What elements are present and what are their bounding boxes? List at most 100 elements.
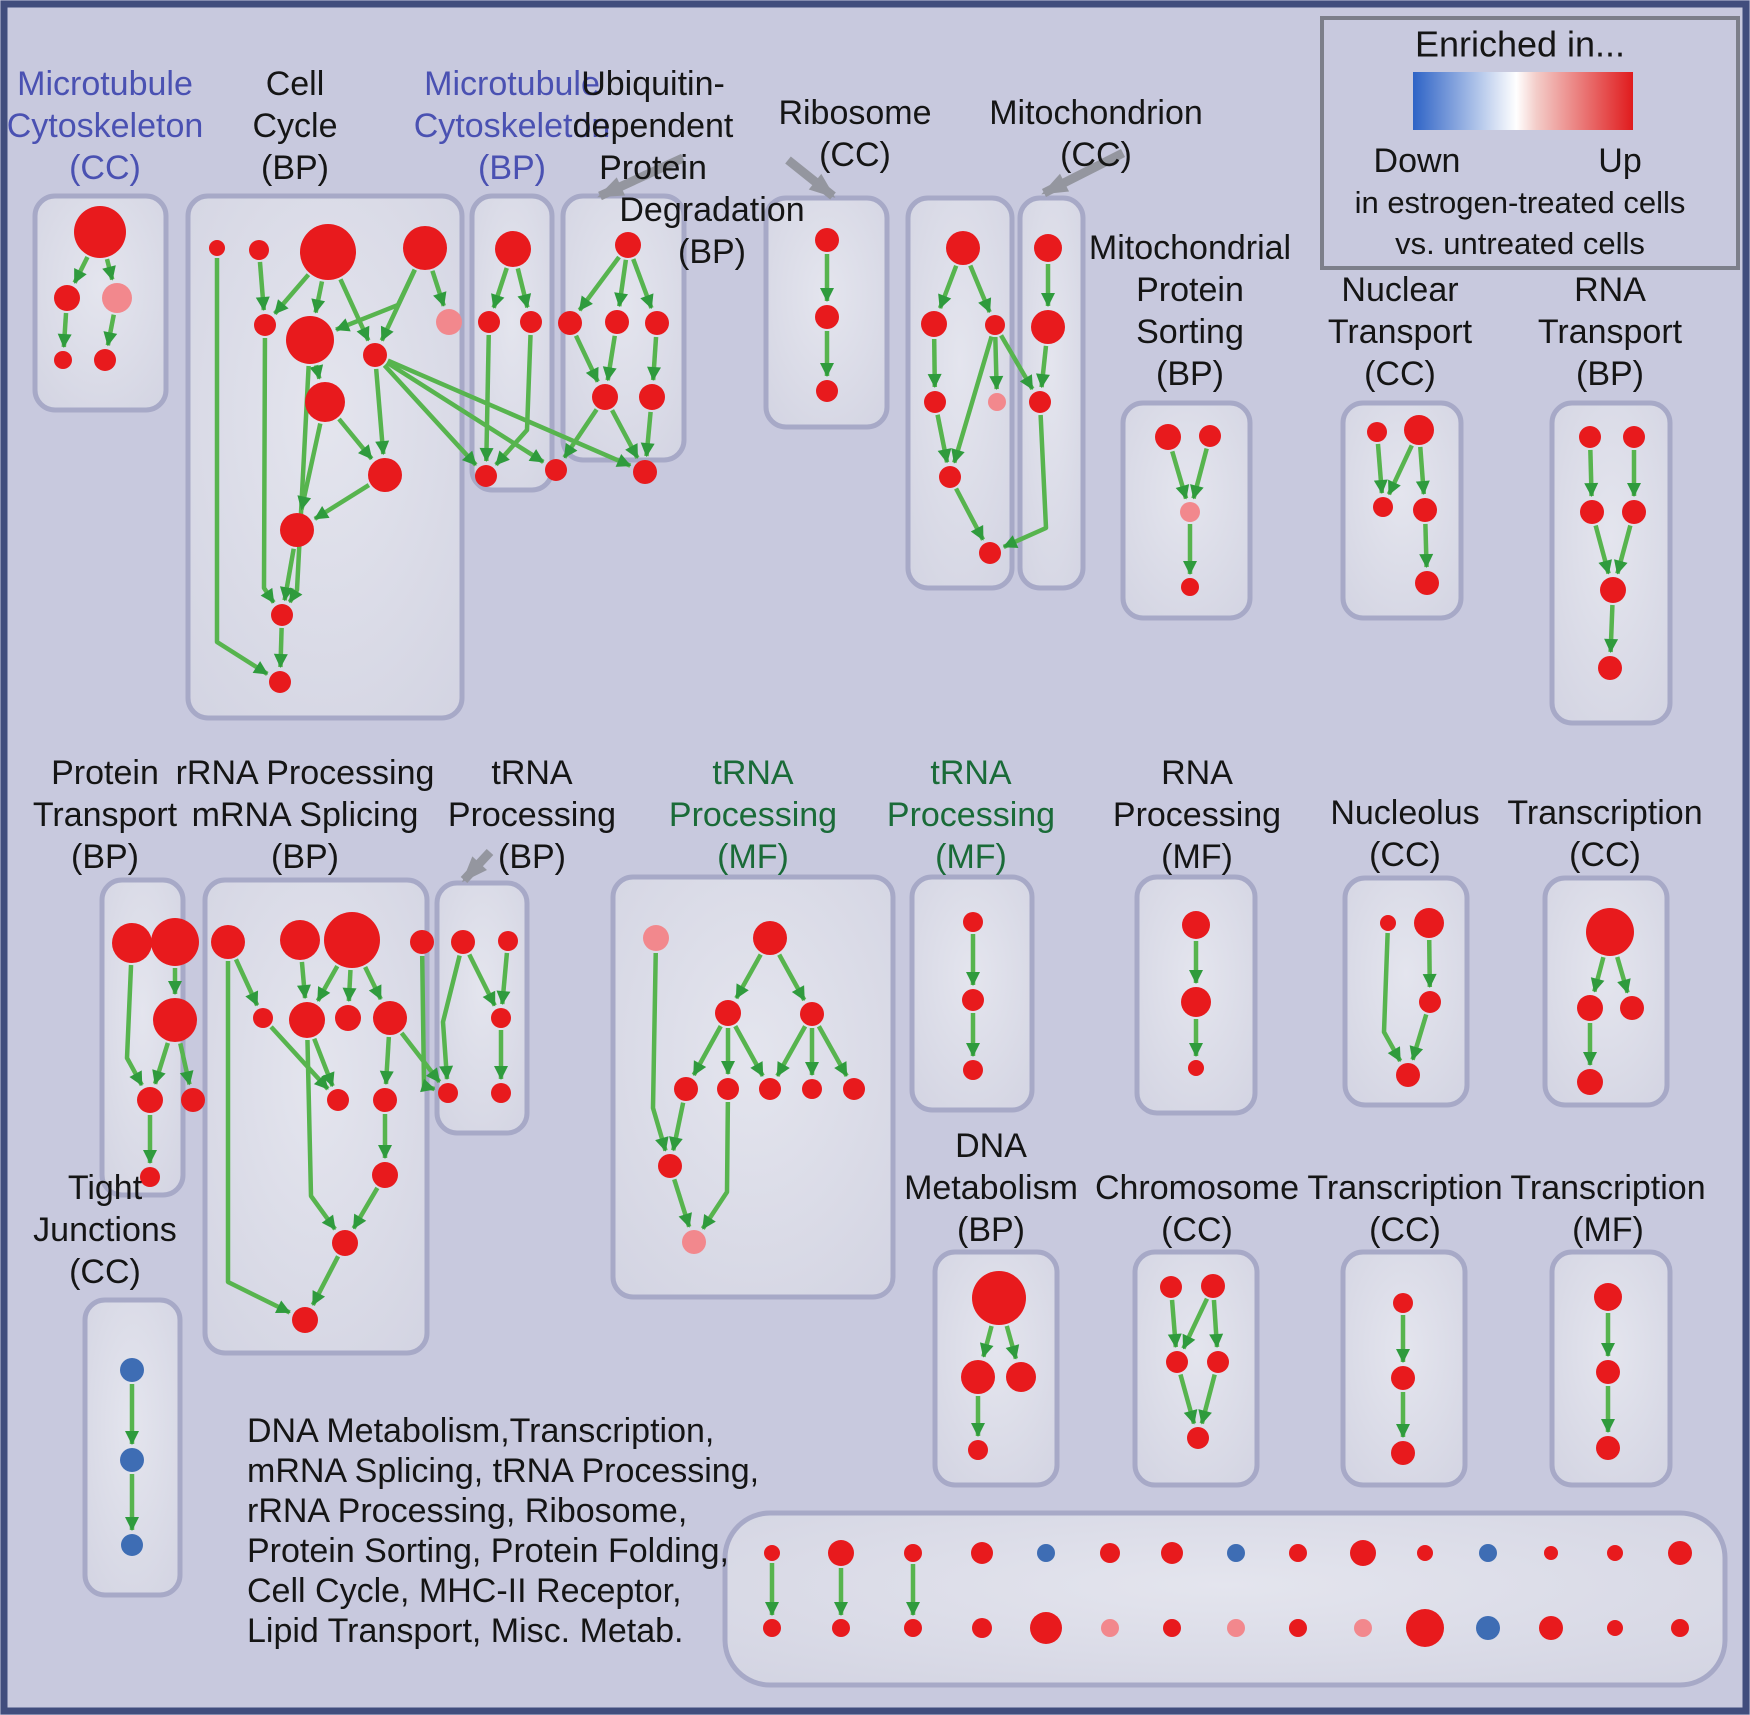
go-term-node-w11t (1479, 1544, 1497, 1562)
go-term-node-ts1 (963, 912, 983, 932)
go-term-node-w2b (904, 1619, 922, 1637)
go-term-node-w7t (1227, 1544, 1245, 1562)
go-term-node-w3t (971, 1542, 993, 1564)
legend-label-down: Down (1374, 142, 1461, 180)
go-term-node-w6b (1163, 1619, 1181, 1637)
go-term-node-c2 (249, 240, 269, 260)
cluster-box-tight-junctions (82, 1297, 183, 1598)
go-term-node-tf2 (1596, 1360, 1620, 1384)
go-term-node-nu2 (1414, 908, 1444, 938)
edge-arrow (467, 953, 497, 1007)
go-term-node-rp2 (1181, 987, 1211, 1017)
edge-arrow (999, 334, 1035, 391)
cluster-label-6: Mitochondrion (CC) (989, 94, 1203, 174)
go-term-node-u4 (645, 311, 669, 335)
go-term-node-w5b (1101, 1619, 1119, 1637)
go-term-node-nu3 (1419, 991, 1441, 1013)
go-term-node-tj3 (121, 1534, 143, 1556)
edge-arrow (1002, 414, 1049, 549)
go-term-node-b5 (988, 393, 1006, 411)
edge-arrow (233, 958, 260, 1007)
edge-arrow (1593, 524, 1612, 575)
edge-arrow (1381, 932, 1403, 1063)
edge-arrow (1590, 956, 1606, 993)
edge-arrow (496, 952, 511, 1006)
go-term-node-c12 (280, 513, 314, 547)
go-term-node-c14 (269, 671, 291, 693)
go-term-node-c5 (436, 309, 462, 335)
go-term-node-rt4 (1622, 500, 1646, 524)
go-term-node-rp3 (1188, 1060, 1204, 1076)
cluster-label-22: Tight Junctions (CC) (33, 1169, 177, 1291)
edge-arrow (337, 417, 374, 461)
edge-arrow (515, 267, 532, 309)
go-term-node-q1 (815, 228, 839, 252)
go-term-node-u6 (639, 384, 665, 410)
cluster-box-transcription-cc1 (1542, 875, 1670, 1108)
edge-arrow (951, 335, 994, 464)
edge-arrow (124, 964, 144, 1087)
go-term-node-rr7 (335, 1005, 361, 1031)
go-term-node-w12t (1544, 1546, 1558, 1560)
cluster-box-unclustered (722, 1510, 1728, 1688)
go-term-node-rr5 (253, 1008, 273, 1028)
cluster-box-dna-metabolism (932, 1249, 1060, 1488)
go-term-node-w10b (1406, 1609, 1444, 1647)
cluster-label-19: Chromosome (CC) (1095, 1169, 1299, 1249)
go-term-node-tf3 (1596, 1436, 1620, 1460)
go-term-node-u8 (633, 460, 657, 484)
edge-arrow (573, 334, 600, 383)
go-term-node-b1 (946, 231, 980, 265)
go-term-node-u3 (605, 310, 629, 334)
go-term-node-dm2 (961, 1360, 995, 1394)
cluster-label-1: Cell Cycle (BP) (252, 65, 337, 187)
go-term-node-w9b (1354, 1619, 1372, 1637)
edge-arrow (1604, 604, 1619, 654)
edge-arrow (691, 1025, 723, 1077)
edge-arrow (57, 312, 72, 349)
edge-arrow (614, 259, 629, 308)
edge-arrow (669, 1102, 686, 1152)
edge-arrow (1209, 1299, 1224, 1349)
go-term-node-rt1 (1579, 426, 1601, 448)
edge-arrow (937, 264, 959, 310)
edge-arrow (386, 358, 632, 468)
edge-arrow (312, 1037, 335, 1087)
edge-arrow (1584, 449, 1599, 498)
edge-arrow (650, 952, 669, 1152)
edge-arrow (273, 627, 288, 669)
annotation-arrow (785, 156, 836, 200)
go-term-node-w0t (764, 1545, 780, 1561)
edge-arrow (260, 337, 276, 604)
edge-arrow (700, 1101, 731, 1230)
edge-arrow (439, 955, 462, 1081)
go-term-node-tm9 (843, 1078, 865, 1100)
edge-arrow (225, 961, 291, 1315)
legend-subtitle-line2: vs. untreated cells (1395, 226, 1645, 261)
go-term-node-c1 (209, 240, 225, 256)
go-term-node-m2 (1031, 310, 1065, 344)
go-term-node-w6t (1161, 1542, 1183, 1564)
go-term-node-tm8 (802, 1079, 822, 1099)
go-term-node-tm5 (674, 1077, 698, 1101)
go-term-node-u1 (615, 232, 641, 258)
cluster-label-7: Mitochondrial Protein Sorting (BP) (1089, 229, 1291, 393)
go-term-node-t22 (1391, 1366, 1415, 1390)
edge-arrow (152, 1042, 170, 1085)
go-term-node-rr4 (410, 930, 434, 954)
go-term-node-rp1 (1182, 911, 1210, 939)
go-term-node-ch1 (1160, 1276, 1182, 1298)
edge-arrow (562, 408, 599, 459)
edge-arrow (672, 1178, 692, 1228)
cluster-box-nuclear-transport (1340, 400, 1464, 621)
go-term-node-ms4 (1181, 578, 1199, 596)
edge-arrow (968, 264, 992, 313)
edge-arrow (935, 414, 952, 464)
go-term-node-ms2 (1199, 425, 1221, 447)
edge-arrow (1036, 345, 1050, 389)
go-term-node-tm2 (753, 921, 787, 955)
edge-arrow (269, 1025, 330, 1091)
legend-subtitle-line1: in estrogen-treated cells (1355, 185, 1686, 220)
go-term-node-ch3 (1166, 1351, 1188, 1373)
